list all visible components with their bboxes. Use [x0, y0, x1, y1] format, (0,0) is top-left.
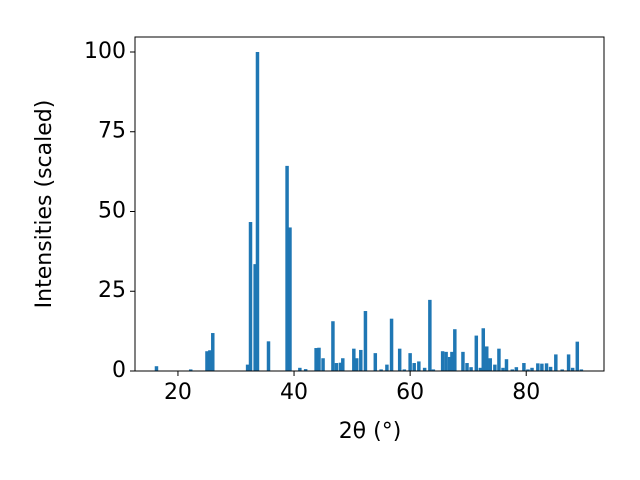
bar	[514, 367, 519, 371]
bar	[488, 358, 492, 371]
bar	[465, 363, 469, 371]
bar	[266, 341, 271, 371]
bar	[412, 363, 416, 371]
bar	[579, 369, 584, 371]
bar	[255, 51, 260, 371]
bar	[431, 369, 436, 371]
bar	[428, 299, 432, 371]
x-tick-label: 80	[512, 380, 540, 405]
bar	[208, 350, 212, 371]
bar	[205, 351, 209, 371]
bar	[298, 367, 302, 371]
bar	[341, 358, 345, 371]
bar	[417, 361, 421, 371]
bar	[422, 367, 427, 371]
bar	[560, 369, 564, 371]
bar	[331, 321, 335, 371]
bar	[540, 363, 544, 371]
bar	[504, 359, 509, 371]
bar	[575, 341, 580, 371]
bar	[548, 366, 553, 371]
x-tick-label: 40	[280, 380, 308, 405]
bar	[444, 351, 448, 371]
bar	[253, 264, 257, 371]
bar	[389, 318, 394, 371]
bar	[248, 222, 253, 371]
bar	[478, 367, 483, 371]
x-tick-label: 60	[396, 380, 424, 405]
bar	[245, 364, 250, 371]
bar	[359, 349, 363, 371]
bar	[536, 363, 540, 371]
bar	[154, 366, 159, 371]
bar	[354, 358, 359, 371]
bar	[554, 354, 558, 371]
bar	[447, 356, 452, 371]
bar	[188, 369, 193, 371]
y-tick-label: 75	[98, 119, 126, 144]
bar	[379, 369, 383, 371]
bar	[402, 369, 407, 371]
bar	[338, 362, 343, 371]
bar	[493, 364, 497, 371]
bar	[211, 333, 215, 371]
bar	[440, 351, 445, 371]
bar	[450, 351, 454, 371]
bar	[522, 363, 526, 371]
bar	[317, 347, 321, 371]
bar	[526, 369, 530, 371]
bar	[314, 348, 318, 371]
bar	[544, 363, 549, 371]
bar	[285, 165, 289, 371]
bar	[303, 369, 308, 371]
bar	[385, 364, 389, 371]
bar	[501, 367, 505, 371]
bar	[566, 354, 571, 371]
y-tick-label: 0	[112, 358, 126, 383]
y-tick-label: 25	[98, 278, 126, 303]
bar	[469, 367, 473, 371]
y-axis-label: Intensities (scaled)	[32, 100, 57, 309]
bar	[474, 335, 479, 371]
bar	[408, 353, 412, 371]
bar	[485, 346, 489, 371]
plot-frame	[134, 36, 605, 372]
bar	[497, 348, 501, 371]
bar	[530, 367, 534, 371]
bar	[334, 363, 339, 371]
bar	[481, 328, 486, 371]
y-tick-label: 100	[84, 39, 126, 64]
bar	[461, 351, 465, 371]
bar	[373, 353, 378, 371]
bar	[352, 348, 356, 371]
bar	[510, 369, 515, 371]
bar	[363, 311, 368, 371]
bar	[288, 227, 292, 371]
bar	[453, 329, 457, 371]
x-axis-label: 2θ (°)	[339, 419, 402, 444]
bar	[570, 367, 575, 371]
bar	[397, 348, 402, 371]
bar	[321, 358, 325, 371]
x-tick-label: 20	[164, 380, 192, 405]
y-tick-label: 50	[98, 198, 126, 223]
